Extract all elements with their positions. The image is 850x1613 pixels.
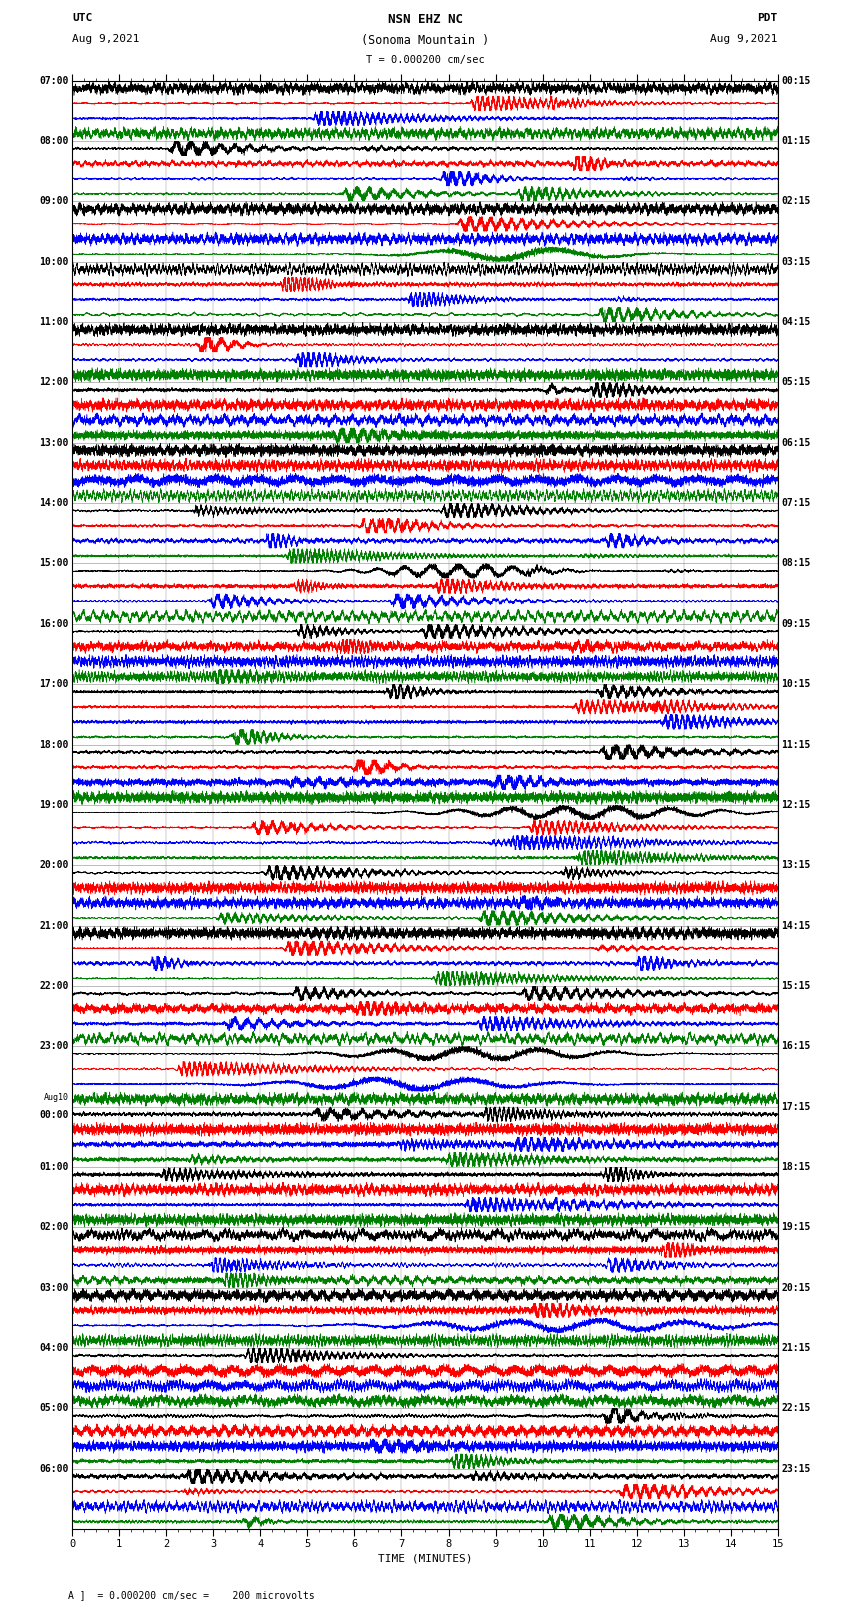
- Text: 04:00: 04:00: [39, 1344, 69, 1353]
- Text: 12:15: 12:15: [781, 800, 811, 810]
- Text: 03:15: 03:15: [781, 256, 811, 266]
- Text: PDT: PDT: [757, 13, 778, 23]
- Text: 07:00: 07:00: [39, 76, 69, 85]
- Text: 02:15: 02:15: [781, 197, 811, 206]
- Text: 03:00: 03:00: [39, 1282, 69, 1292]
- Text: 04:15: 04:15: [781, 318, 811, 327]
- Text: A ]  = 0.000200 cm/sec =    200 microvolts: A ] = 0.000200 cm/sec = 200 microvolts: [68, 1590, 314, 1600]
- Text: 15:15: 15:15: [781, 981, 811, 990]
- Text: 11:00: 11:00: [39, 318, 69, 327]
- Text: 18:15: 18:15: [781, 1161, 811, 1173]
- Text: T = 0.000200 cm/sec: T = 0.000200 cm/sec: [366, 55, 484, 65]
- Text: 07:15: 07:15: [781, 498, 811, 508]
- Text: Aug 9,2021: Aug 9,2021: [72, 34, 139, 44]
- Text: 00:15: 00:15: [781, 76, 811, 85]
- Text: 16:00: 16:00: [39, 619, 69, 629]
- Text: 21:00: 21:00: [39, 921, 69, 931]
- Text: NSN EHZ NC: NSN EHZ NC: [388, 13, 462, 26]
- Text: UTC: UTC: [72, 13, 93, 23]
- Text: 20:00: 20:00: [39, 860, 69, 871]
- Text: 01:00: 01:00: [39, 1161, 69, 1173]
- Text: Aug10: Aug10: [43, 1094, 69, 1102]
- Text: 13:15: 13:15: [781, 860, 811, 871]
- Text: 18:00: 18:00: [39, 739, 69, 750]
- Text: (Sonoma Mountain ): (Sonoma Mountain ): [361, 34, 489, 47]
- Text: 20:15: 20:15: [781, 1282, 811, 1292]
- Text: 05:15: 05:15: [781, 377, 811, 387]
- Text: 02:00: 02:00: [39, 1223, 69, 1232]
- Text: 22:15: 22:15: [781, 1403, 811, 1413]
- Text: 13:00: 13:00: [39, 437, 69, 448]
- Text: 23:15: 23:15: [781, 1463, 811, 1474]
- Text: 14:15: 14:15: [781, 921, 811, 931]
- Text: 14:00: 14:00: [39, 498, 69, 508]
- Text: 09:15: 09:15: [781, 619, 811, 629]
- Text: 01:15: 01:15: [781, 135, 811, 147]
- Text: 06:15: 06:15: [781, 437, 811, 448]
- Text: 10:00: 10:00: [39, 256, 69, 266]
- X-axis label: TIME (MINUTES): TIME (MINUTES): [377, 1553, 473, 1563]
- Text: 10:15: 10:15: [781, 679, 811, 689]
- Text: 16:15: 16:15: [781, 1042, 811, 1052]
- Text: 15:00: 15:00: [39, 558, 69, 568]
- Text: 17:15: 17:15: [781, 1102, 811, 1111]
- Text: 09:00: 09:00: [39, 197, 69, 206]
- Text: 21:15: 21:15: [781, 1344, 811, 1353]
- Text: 17:00: 17:00: [39, 679, 69, 689]
- Text: 00:00: 00:00: [39, 1110, 69, 1119]
- Text: 11:15: 11:15: [781, 739, 811, 750]
- Text: 12:00: 12:00: [39, 377, 69, 387]
- Text: 06:00: 06:00: [39, 1463, 69, 1474]
- Text: 23:00: 23:00: [39, 1042, 69, 1052]
- Text: 22:00: 22:00: [39, 981, 69, 990]
- Text: 19:15: 19:15: [781, 1223, 811, 1232]
- Text: 08:00: 08:00: [39, 135, 69, 147]
- Text: Aug 9,2021: Aug 9,2021: [711, 34, 778, 44]
- Text: 05:00: 05:00: [39, 1403, 69, 1413]
- Text: 08:15: 08:15: [781, 558, 811, 568]
- Text: 19:00: 19:00: [39, 800, 69, 810]
